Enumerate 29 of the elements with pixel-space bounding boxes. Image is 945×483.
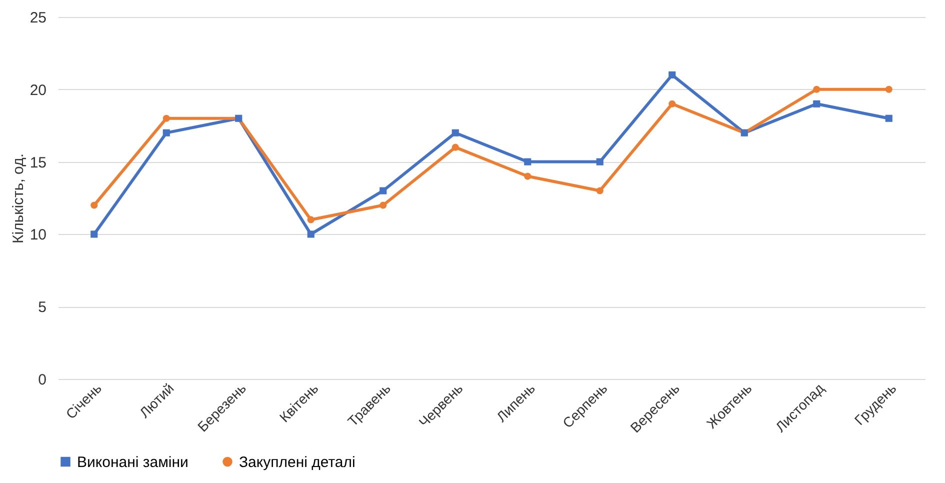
point <box>813 86 820 93</box>
point <box>452 129 459 136</box>
y-tick-label: 15 <box>30 154 46 172</box>
y-tick-label: 10 <box>30 226 46 244</box>
point <box>380 202 387 209</box>
y-tick-label: 25 <box>30 10 46 26</box>
y-tick-label: 5 <box>38 299 46 316</box>
point <box>524 172 532 180</box>
point <box>307 230 314 238</box>
point <box>813 100 820 108</box>
legend-label: Закуплені деталі <box>239 454 356 471</box>
y-tick-label: 0 <box>38 372 46 388</box>
legend-label: Виконані заміни <box>77 454 188 471</box>
point <box>90 202 98 209</box>
point <box>162 114 170 122</box>
y-tick-label: 20 <box>30 82 46 99</box>
point <box>524 158 532 166</box>
point <box>885 114 892 122</box>
point <box>307 216 314 224</box>
point <box>380 187 387 194</box>
y-axis-title: Кількість, од. <box>10 154 27 244</box>
point <box>668 100 676 108</box>
point <box>596 187 604 194</box>
point <box>162 129 170 136</box>
point <box>885 86 892 93</box>
point <box>596 158 604 166</box>
point <box>668 71 676 78</box>
point <box>90 230 98 238</box>
point <box>452 144 459 151</box>
